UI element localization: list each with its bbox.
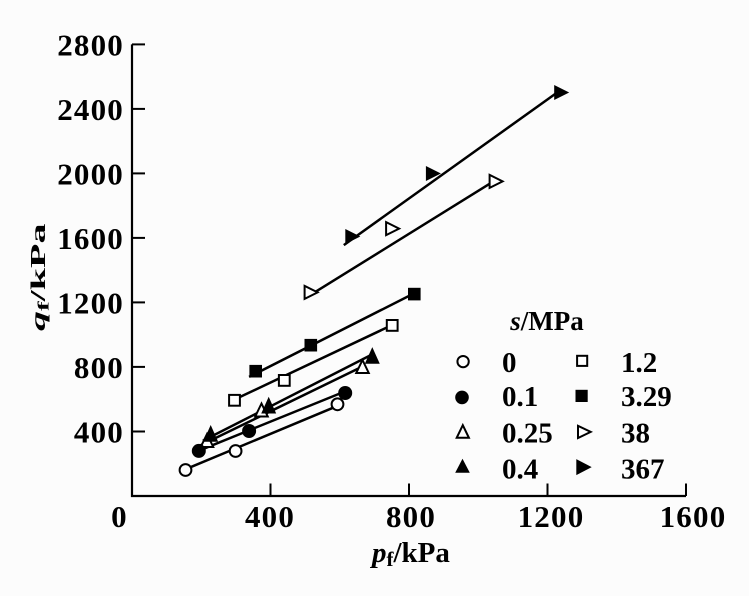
- svg-text:1600: 1600: [57, 221, 124, 256]
- svg-text:38: 38: [621, 418, 650, 450]
- svg-text:2000: 2000: [57, 157, 124, 192]
- svg-text:400: 400: [74, 415, 124, 450]
- svg-text:1.2: 1.2: [621, 347, 657, 379]
- svg-text:2400: 2400: [57, 92, 124, 127]
- svg-text:qf/kPa: qf/kPa: [26, 223, 53, 331]
- svg-text:s/MPa: s/MPa: [509, 306, 584, 336]
- svg-text:400: 400: [245, 499, 295, 534]
- svg-text:0.25: 0.25: [502, 418, 553, 450]
- svg-text:0: 0: [502, 347, 517, 379]
- svg-text:pf/kPa: pf/kPa: [369, 537, 450, 571]
- svg-text:367: 367: [621, 454, 665, 486]
- svg-text:1200: 1200: [57, 286, 124, 321]
- svg-text:2800: 2800: [57, 28, 124, 63]
- svg-text:0: 0: [111, 499, 128, 534]
- svg-text:800: 800: [386, 499, 436, 534]
- svg-text:1600: 1600: [660, 499, 727, 534]
- svg-text:0.4: 0.4: [502, 454, 538, 486]
- svg-text:800: 800: [74, 350, 124, 385]
- svg-text:1200: 1200: [518, 499, 585, 534]
- svg-text:0.1: 0.1: [502, 381, 538, 413]
- svg-text:3.29: 3.29: [621, 381, 672, 413]
